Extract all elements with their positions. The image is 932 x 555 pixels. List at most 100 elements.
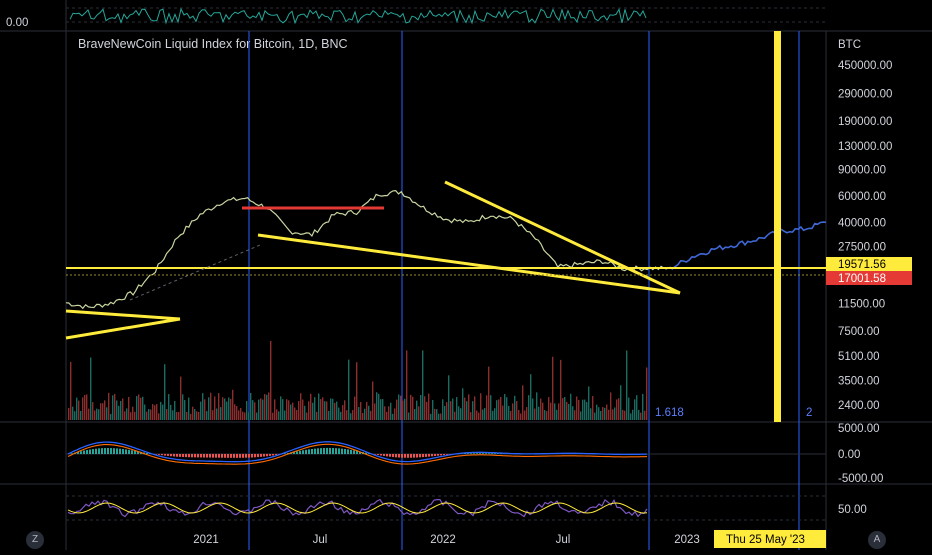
- volume-bar: [372, 381, 373, 420]
- volume-bar: [256, 413, 257, 420]
- auto-scale-button[interactable]: A: [868, 531, 886, 549]
- top-oscillator-panel: 0.00: [6, 8, 826, 29]
- volume-bar: [478, 413, 479, 420]
- volume-bar: [458, 406, 459, 420]
- trendline-drawings[interactable]: [66, 31, 826, 422]
- volume-bar: [292, 403, 293, 420]
- volume-bar: [486, 395, 487, 420]
- volume-bar: [610, 392, 611, 420]
- volume-bar: [322, 397, 323, 420]
- fib-label-right: 2: [806, 407, 812, 419]
- volume-bar: [154, 405, 155, 420]
- volume-bar: [100, 403, 101, 420]
- time-tick-label: Jul: [313, 534, 328, 546]
- volume-bar: [238, 410, 239, 420]
- macd-histogram-bar: [302, 450, 304, 454]
- volume-bar: [190, 414, 191, 420]
- price-tick-label: 40000.00: [838, 217, 886, 229]
- macd-histogram-bar: [482, 453, 484, 454]
- volume-bar: [384, 406, 385, 420]
- macd-histogram-bar: [410, 454, 412, 458]
- zoom-reset-button[interactable]: Z: [26, 531, 44, 549]
- volume-bar: [422, 350, 423, 420]
- volume-bar: [178, 412, 179, 420]
- macd-histogram-bar: [266, 454, 268, 456]
- volume-bar: [298, 401, 299, 420]
- volume-bar: [440, 414, 441, 420]
- volume-bar: [428, 394, 429, 420]
- volume-bar: [524, 411, 525, 420]
- volume-bar: [160, 402, 161, 420]
- time-tick-label: 2022: [430, 534, 456, 546]
- wedge-upper-trendline[interactable]: [66, 311, 180, 319]
- macd-histogram-bar: [467, 453, 469, 454]
- volume-bar: [460, 408, 461, 420]
- volume-bar: [398, 394, 399, 420]
- volume-bar: [218, 393, 219, 420]
- volume-bar: [98, 409, 99, 420]
- volume-bar: [490, 395, 491, 420]
- volume-bar: [84, 395, 85, 420]
- macd-histogram-bar: [395, 454, 397, 457]
- crosshair-time-tag: Thu 25 May '23: [714, 530, 826, 548]
- macd-histogram-bar: [245, 454, 247, 458]
- volume-bar: [266, 395, 267, 420]
- volume-bar: [640, 413, 641, 420]
- volume-bar: [350, 413, 351, 420]
- volume-bar: [80, 411, 81, 420]
- volume-bar: [628, 398, 629, 420]
- macd-histogram-bar: [491, 453, 493, 454]
- volume-bar: [232, 390, 233, 420]
- volume-bar: [646, 367, 647, 420]
- volume-bar: [68, 408, 69, 420]
- crosshair-vertical-bar[interactable]: [774, 31, 781, 422]
- volume-bar: [156, 404, 157, 420]
- volume-bar: [226, 402, 227, 420]
- macd-histogram-bar: [350, 450, 352, 454]
- volume-bar: [276, 409, 277, 420]
- volume-bar: [212, 410, 213, 420]
- price-tick-label: 450000.00: [838, 60, 892, 72]
- macd-histogram-bar: [305, 450, 307, 454]
- volume-bar: [114, 394, 115, 420]
- volume-bar: [134, 412, 135, 420]
- volume-bar: [630, 413, 631, 420]
- macd-histogram-bar: [131, 450, 133, 454]
- volume-bar: [566, 402, 567, 420]
- volume-bar: [108, 393, 109, 420]
- volume-bar: [306, 412, 307, 420]
- macd-histogram-bar: [95, 449, 97, 454]
- volume-bar: [316, 412, 317, 420]
- macd-histogram-bar: [383, 454, 385, 456]
- price-tick-label: 60000.00: [838, 191, 886, 203]
- volume-bar: [92, 402, 93, 420]
- volume-bar: [558, 403, 559, 420]
- volume-bar: [506, 397, 507, 420]
- macd-histogram-bar: [386, 454, 388, 456]
- volume-bar: [586, 402, 587, 420]
- price-axis-ticks[interactable]: 450000.00290000.00190000.00130000.009000…: [838, 60, 892, 412]
- macd-histogram-bar: [431, 454, 433, 456]
- macd-histogram-bar: [161, 454, 163, 455]
- volume-bar: [234, 404, 235, 420]
- macd-histogram-bar: [239, 454, 241, 458]
- macd-panel: [66, 442, 826, 464]
- volume-bar: [118, 406, 119, 420]
- wedge-lower-trendline[interactable]: [66, 319, 180, 338]
- macd-histogram-bar: [440, 454, 442, 455]
- macd-histogram-bar: [314, 449, 316, 454]
- volume-bar: [622, 410, 623, 420]
- volume-bar: [130, 412, 131, 420]
- volume-bar: [560, 360, 561, 420]
- volume-bar: [414, 409, 415, 420]
- volume-bar: [264, 394, 265, 420]
- volume-bar: [504, 394, 505, 420]
- volume-bar: [578, 400, 579, 420]
- volume-bar: [172, 410, 173, 420]
- volume-bar: [376, 392, 377, 420]
- volume-bar: [518, 410, 519, 420]
- volume-bar: [314, 397, 315, 420]
